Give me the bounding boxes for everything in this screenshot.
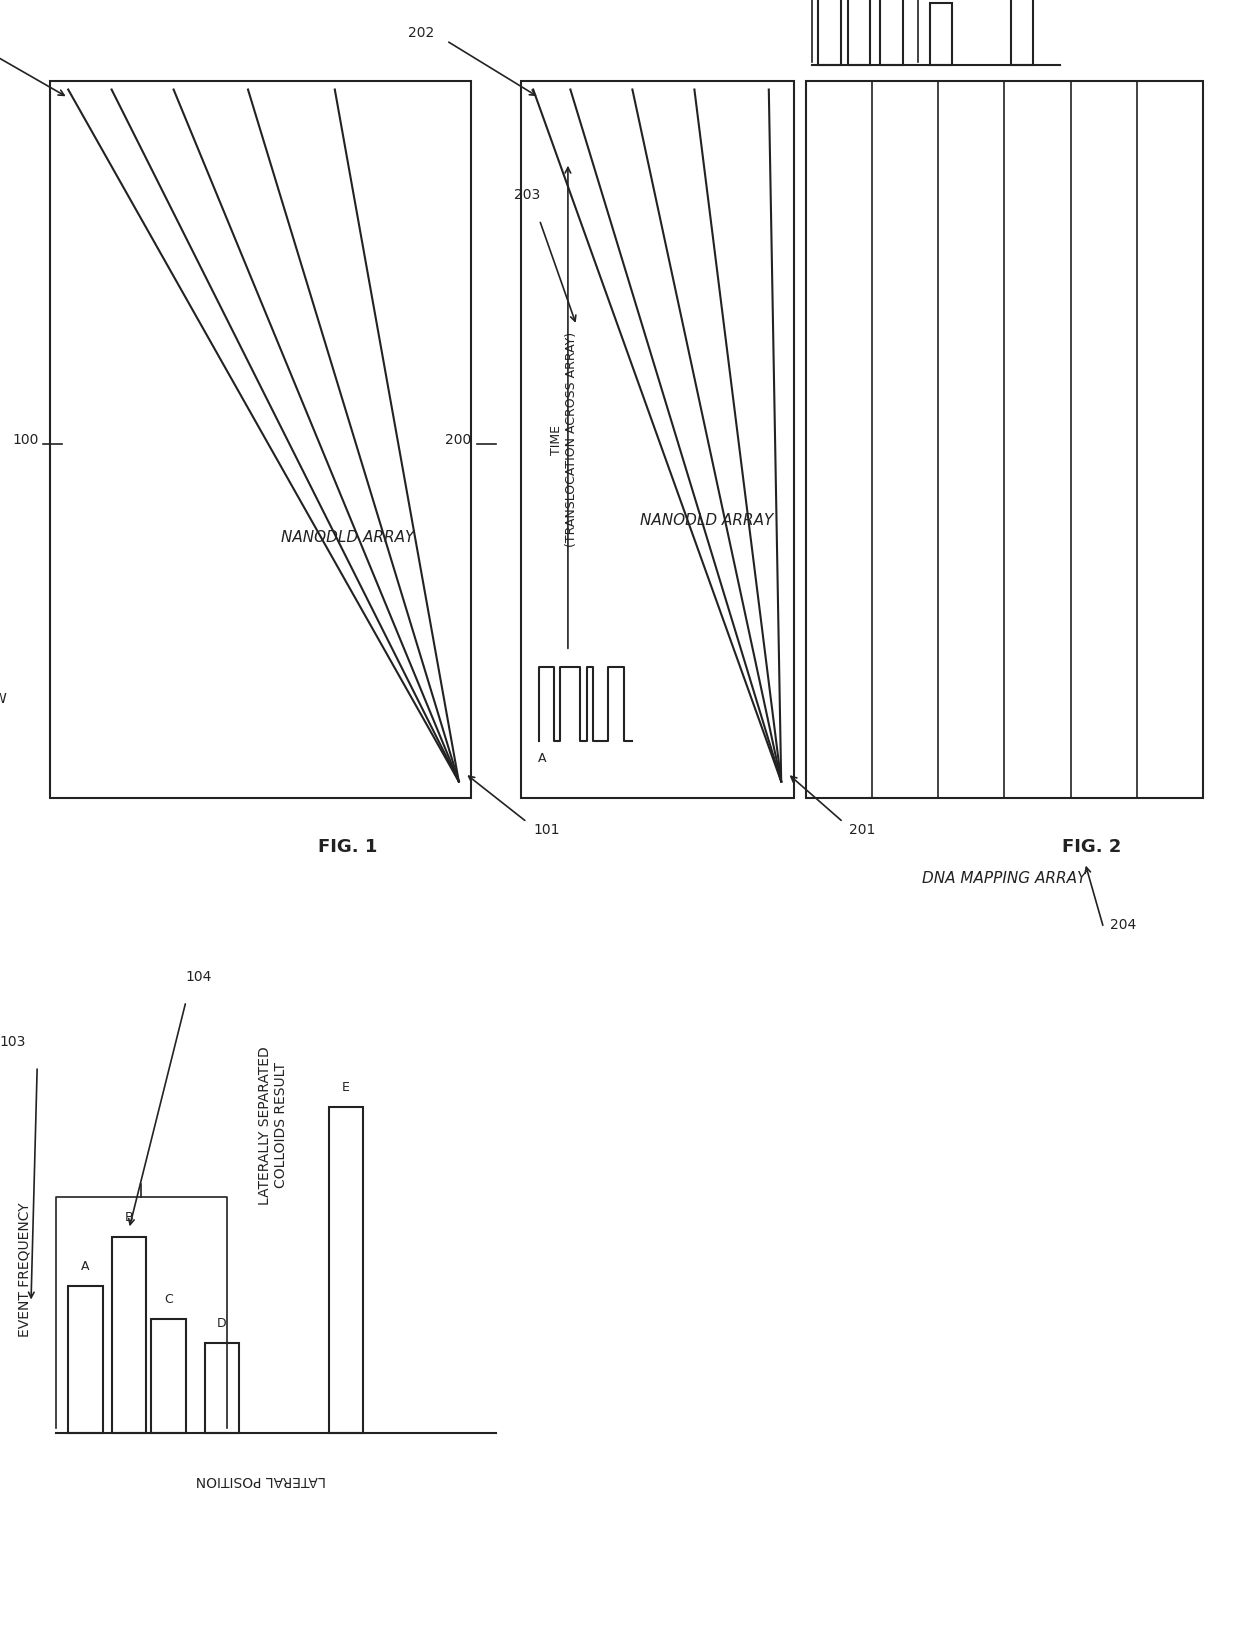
- Bar: [521, 81, 794, 798]
- Text: A: A: [82, 1260, 89, 1273]
- Text: A: A: [538, 752, 546, 765]
- Text: FLOW: FLOW: [0, 692, 7, 707]
- Text: FIG. 2: FIG. 2: [1061, 837, 1121, 856]
- Bar: [848, 0, 870, 65]
- Text: 202: 202: [408, 26, 434, 39]
- Bar: [205, 1343, 239, 1433]
- Text: 200: 200: [445, 433, 471, 446]
- Bar: [1011, 0, 1033, 65]
- Text: LATERAL POSITION: LATERAL POSITION: [195, 1473, 326, 1488]
- Bar: [930, 3, 952, 65]
- Bar: [68, 1286, 103, 1433]
- Text: 103: 103: [0, 1035, 26, 1048]
- Bar: [112, 1237, 146, 1433]
- Text: TIME
(TRANSLOCATION ACROSS ARRAY): TIME (TRANSLOCATION ACROSS ARRAY): [551, 332, 578, 547]
- Text: 201: 201: [849, 824, 875, 837]
- Bar: [151, 1319, 186, 1433]
- Text: 204: 204: [1110, 918, 1136, 931]
- Bar: [50, 81, 471, 798]
- Text: LATERALLY SEPARATED
COLLOIDS RESULT: LATERALLY SEPARATED COLLOIDS RESULT: [258, 1045, 288, 1205]
- Text: B: B: [125, 1211, 133, 1224]
- Bar: [806, 81, 1203, 798]
- Text: C: C: [164, 1293, 174, 1306]
- Bar: [880, 0, 903, 65]
- Text: DNA MAPPING ARRAY: DNA MAPPING ARRAY: [923, 871, 1086, 886]
- Text: FIG. 1: FIG. 1: [317, 837, 377, 856]
- Text: 203: 203: [513, 189, 541, 202]
- Text: 104: 104: [185, 970, 212, 983]
- Text: D: D: [217, 1317, 227, 1330]
- Text: NANODLD ARRAY: NANODLD ARRAY: [280, 529, 414, 545]
- Bar: [329, 1107, 363, 1433]
- Text: 101: 101: [533, 824, 559, 837]
- Text: EVENT FREQUENCY: EVENT FREQUENCY: [17, 1203, 32, 1337]
- Text: 100: 100: [12, 433, 38, 446]
- Text: NANODLD ARRAY: NANODLD ARRAY: [640, 513, 774, 529]
- Bar: [818, 0, 841, 65]
- Text: E: E: [342, 1081, 350, 1094]
